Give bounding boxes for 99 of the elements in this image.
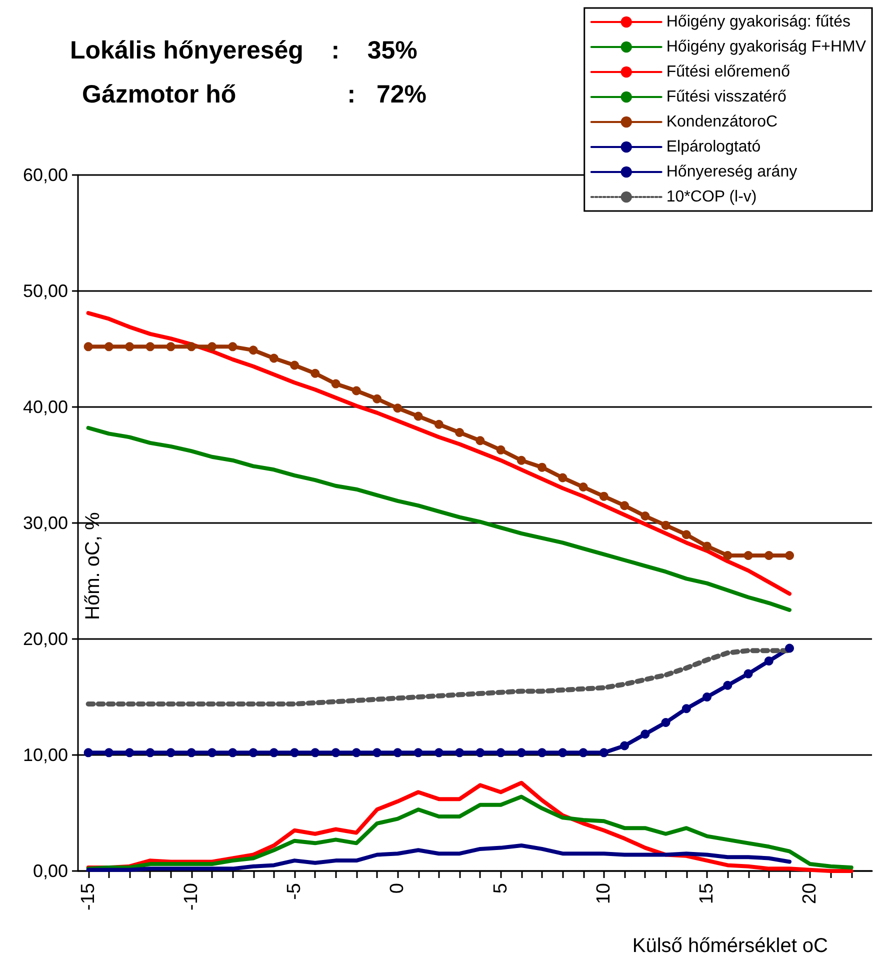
x-tick-label: 0 [387, 883, 408, 894]
point [228, 342, 238, 352]
point [84, 342, 93, 352]
point [248, 346, 258, 355]
point [538, 748, 547, 758]
point [372, 748, 382, 758]
y-tick-label: 30,00 [22, 513, 68, 533]
legend-label: Hőnyereség arány [666, 164, 798, 180]
point [146, 342, 155, 352]
point [702, 542, 712, 551]
point [208, 342, 217, 352]
point [186, 748, 196, 758]
point [599, 748, 608, 758]
point [661, 520, 670, 530]
point [269, 354, 278, 363]
point [331, 379, 340, 388]
x-axis-title: Külső hőmérséklet oC [632, 935, 828, 957]
point [84, 748, 93, 758]
y-tick-label: 40,00 [22, 397, 68, 417]
point [496, 445, 506, 454]
point [269, 748, 278, 758]
point [455, 428, 464, 438]
point [104, 748, 114, 758]
point [744, 550, 753, 560]
point [166, 342, 176, 352]
legend-label: Hőigény gyakoriság: fűtés [666, 14, 850, 30]
point [352, 748, 361, 758]
line-series [86, 843, 792, 872]
point [104, 342, 114, 352]
point [682, 704, 691, 714]
point [744, 669, 753, 678]
y-tick-label: 50,00 [22, 281, 68, 301]
point [310, 748, 320, 758]
point [393, 748, 402, 758]
x-tick-label: 5 [490, 883, 512, 894]
legend-label: KondenzátoroC [666, 114, 778, 130]
point [414, 412, 423, 421]
y-tick-label: 60,00 [22, 165, 68, 185]
point [558, 473, 568, 482]
point [764, 656, 774, 666]
point [248, 748, 258, 758]
point [290, 360, 300, 370]
point [620, 741, 630, 750]
point [434, 420, 444, 429]
text: Gázmotor hő : 72% [82, 80, 426, 108]
y-tick-label: 10,00 [22, 745, 68, 765]
point [599, 492, 608, 501]
point [682, 530, 691, 540]
point [290, 748, 300, 758]
legend-label: Hőigény gyakoriság F+HMV [666, 38, 866, 56]
point [476, 436, 485, 446]
legend-label: Elpárologtató [666, 138, 761, 156]
point [578, 482, 588, 492]
point [228, 748, 238, 758]
point [496, 748, 506, 758]
point [414, 748, 423, 758]
point [166, 748, 176, 758]
point [516, 456, 526, 465]
point [702, 692, 712, 702]
point [558, 748, 568, 758]
point [620, 501, 630, 510]
point [434, 748, 444, 758]
x-tick-label: 10 [593, 883, 614, 904]
y-tick-label: 0,00 [32, 861, 68, 881]
point [785, 644, 794, 653]
x-tick-label: 15 [696, 883, 718, 904]
point [125, 748, 134, 758]
y-tick-label: 20,00 [22, 629, 68, 649]
y-axis-title: Hőm. oC, % [82, 512, 104, 620]
point [640, 512, 650, 521]
point [723, 550, 732, 560]
point [640, 730, 650, 739]
text: Lokális hőnyereség : 35% [70, 36, 418, 64]
point [186, 342, 196, 352]
point [331, 748, 340, 758]
x-tick-label: -10 [180, 883, 202, 910]
point [516, 748, 526, 758]
point [785, 550, 794, 560]
point [352, 386, 361, 396]
line-series [86, 794, 854, 871]
point [476, 748, 485, 758]
point [538, 462, 547, 472]
point [310, 368, 320, 378]
legend-label: Fűtési visszatérő [666, 88, 786, 106]
point [146, 748, 155, 758]
point [372, 394, 382, 404]
point [764, 550, 774, 560]
point [393, 404, 402, 413]
x-tick-label: -15 [78, 883, 99, 910]
point [455, 748, 464, 758]
point [208, 748, 217, 758]
legend-label: 10*COP (l-v) [666, 188, 757, 206]
x-tick-label: 20 [800, 883, 821, 904]
legend-label: Fűtési előremenő [666, 64, 790, 80]
point [723, 680, 732, 690]
x-tick-label: -5 [284, 883, 306, 900]
point [125, 342, 134, 352]
point [578, 748, 588, 758]
point [661, 718, 670, 728]
